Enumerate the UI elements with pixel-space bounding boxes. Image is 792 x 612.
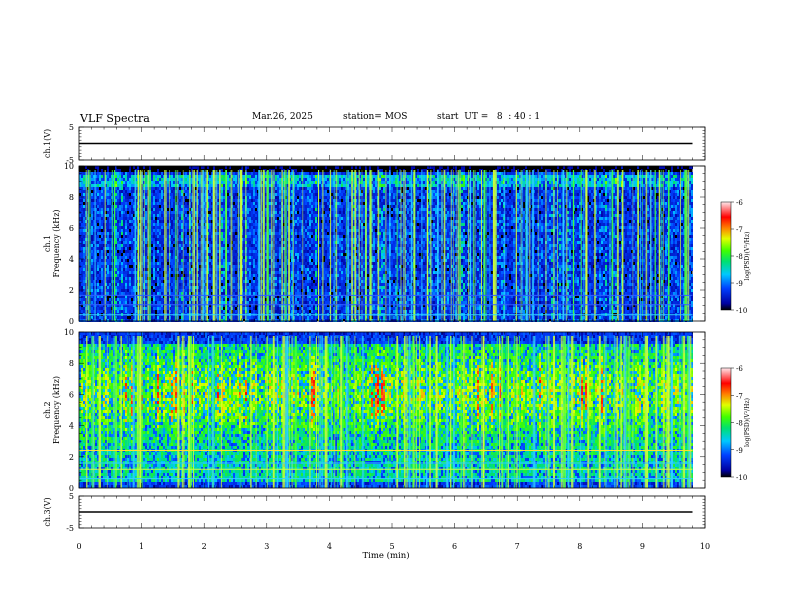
x-tick-label: 3 bbox=[264, 542, 269, 551]
y-tick-label: 8 bbox=[69, 359, 74, 368]
y-axis-label: ch.1(V) bbox=[43, 129, 52, 158]
y-axis-label: ch.2 bbox=[43, 401, 52, 418]
x-tick-label: 10 bbox=[700, 542, 710, 551]
y-tick-label: 6 bbox=[69, 390, 74, 399]
x-tick-label: 4 bbox=[327, 542, 332, 551]
colorbar-tick-label: -8 bbox=[736, 253, 743, 261]
y-tick-label: 4 bbox=[69, 255, 74, 264]
chart-canvas: 5 -5 ch.1(V) -6 -7 -8 -9 -10 log(PSD)(V²/Hz) 0 2 4 6… bbox=[0, 0, 792, 612]
colorbar-label: log(PSD)(V²/Hz) bbox=[744, 232, 751, 281]
x-tick-label: 0 bbox=[76, 542, 81, 551]
y-axis-label: ch.1 bbox=[43, 235, 52, 252]
spectrogram-ch2 bbox=[79, 332, 693, 488]
colorbar-tick-label: -7 bbox=[736, 392, 743, 400]
y-tick-label: 10 bbox=[64, 328, 74, 337]
y-tick-label: 8 bbox=[69, 193, 74, 202]
x-tick-label: 7 bbox=[515, 542, 520, 551]
colorbar-ch2 bbox=[721, 368, 731, 477]
y-tick-label: 10 bbox=[64, 162, 74, 171]
x-axis-label: Time (min) bbox=[362, 550, 409, 561]
y-axis-label: ch.3(V) bbox=[43, 497, 52, 526]
x-tick-label: 2 bbox=[202, 542, 207, 551]
x-tick-label: 5 bbox=[389, 542, 394, 551]
colorbar-tick-label: -6 bbox=[736, 199, 743, 207]
x-tick-label: 8 bbox=[577, 542, 582, 551]
colorbar-tick-label: -6 bbox=[736, 365, 743, 373]
vlf-spectra-figure: VLF Spectra Mar.26, 2025 station= MOS st… bbox=[0, 0, 792, 612]
spectrogram-ch1 bbox=[79, 166, 693, 322]
colorbar-tick-label: -9 bbox=[736, 447, 743, 455]
y-tick-label: 4 bbox=[69, 422, 74, 431]
x-tick-label: 6 bbox=[452, 542, 457, 551]
y-tick-label: 0 bbox=[69, 317, 74, 326]
y-tick-label: 5 bbox=[69, 492, 74, 501]
y-tick-label: 2 bbox=[69, 453, 74, 462]
colorbar-ch1 bbox=[721, 202, 731, 310]
y-tick-label: 5 bbox=[69, 123, 74, 132]
colorbar-tick-label: -10 bbox=[736, 474, 747, 482]
colorbar-tick-label: -9 bbox=[736, 280, 743, 288]
colorbar-label: log(PSD)(V²/Hz) bbox=[744, 398, 751, 447]
y-tick-label: 2 bbox=[69, 286, 74, 295]
x-tick-label: 9 bbox=[640, 542, 645, 551]
x-tick-label: 1 bbox=[139, 542, 144, 551]
y-axis-label: Frequency (kHz) bbox=[52, 376, 61, 444]
y-tick-label: 6 bbox=[69, 224, 74, 233]
colorbar-tick-label: -10 bbox=[736, 307, 747, 315]
colorbar-tick-label: -7 bbox=[736, 226, 743, 234]
y-tick-label: -5 bbox=[66, 524, 74, 533]
colorbar-tick-label: -8 bbox=[736, 420, 743, 428]
y-axis-label: Frequency (kHz) bbox=[52, 209, 61, 277]
